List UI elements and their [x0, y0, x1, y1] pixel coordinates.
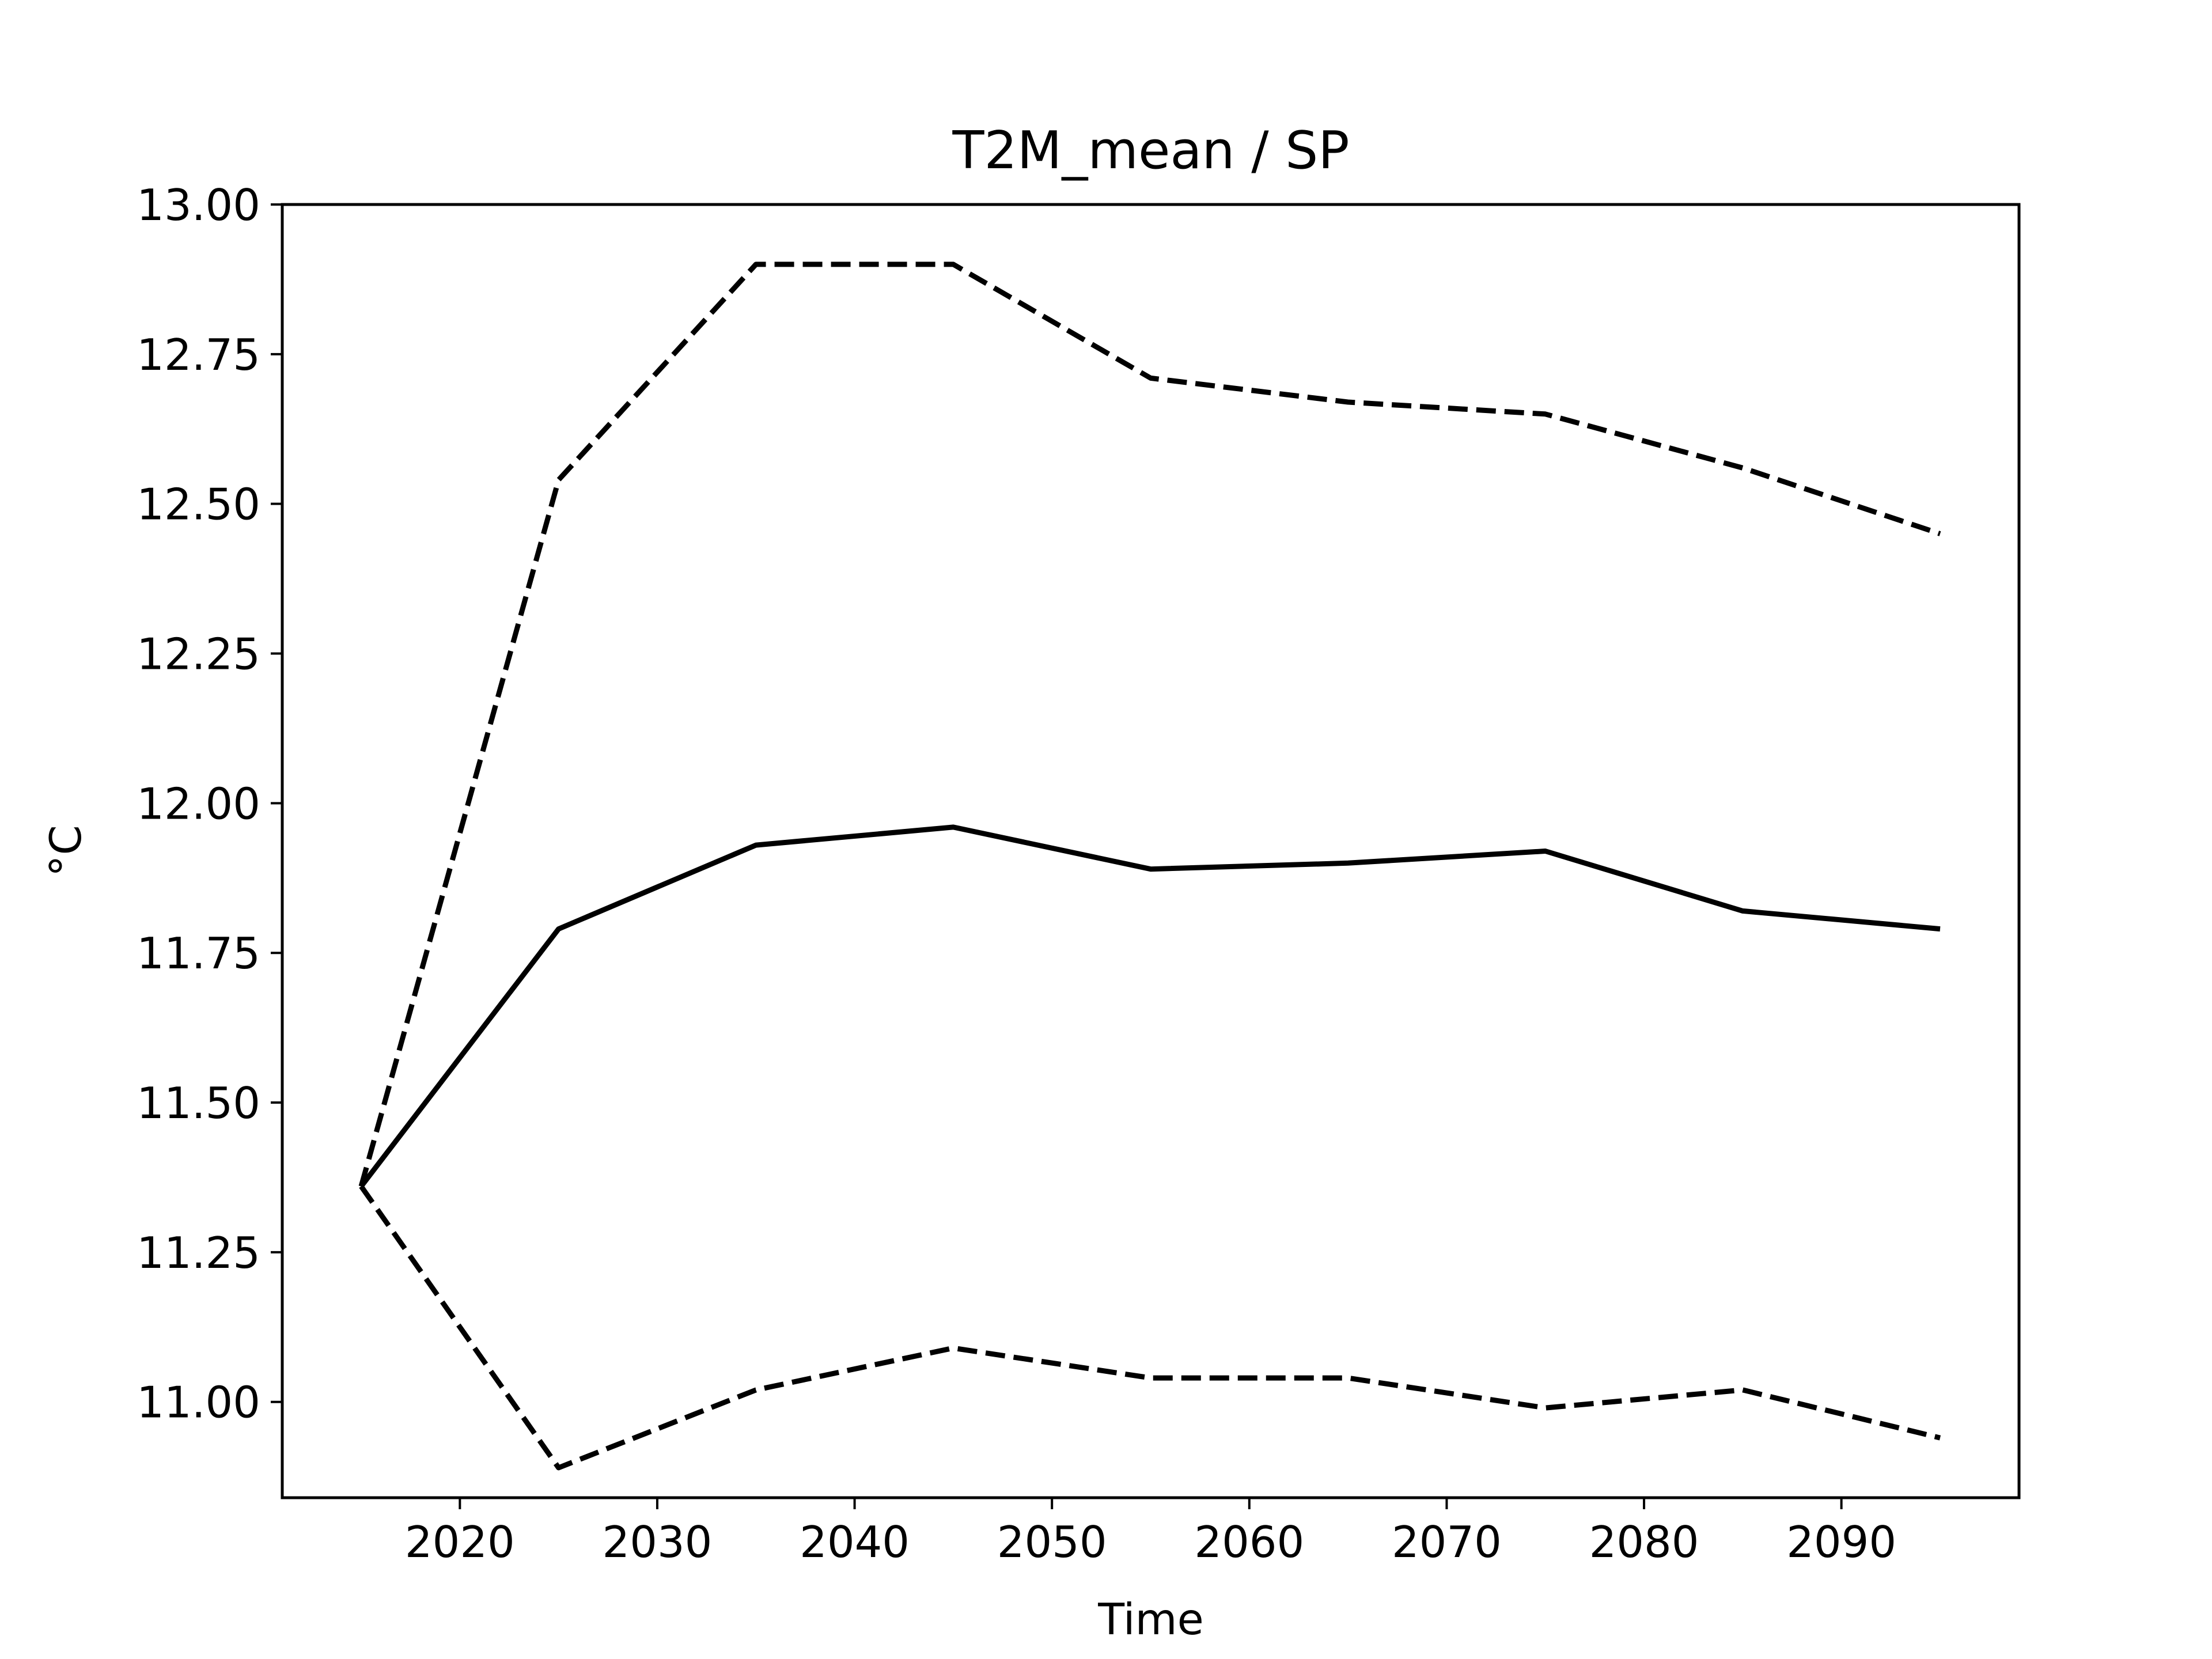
y-tick-label: 13.00 — [137, 180, 260, 230]
x-tick-label: 2080 — [1589, 1517, 1699, 1567]
y-tick-label: 12.00 — [137, 778, 260, 829]
x-tick-label: 2090 — [1786, 1517, 1896, 1567]
plot-frame — [281, 203, 2021, 1499]
y-tick-label: 11.25 — [137, 1228, 260, 1278]
x-axis-label: Time — [1097, 1594, 1204, 1645]
y-tick-label: 11.50 — [137, 1078, 260, 1128]
series-line-3 — [359, 1184, 1941, 1471]
x-tick-label: 2060 — [1194, 1517, 1304, 1567]
x-tick-label: 2020 — [405, 1517, 515, 1567]
x-axis: 2020 2030 2040 2050 2060 2070 2080 2090 — [405, 1498, 1896, 1567]
y-axis-label: °C — [40, 825, 91, 877]
x-tick-label: 2050 — [997, 1517, 1107, 1567]
y-tick-label: 12.75 — [137, 329, 260, 380]
series-line-2 — [358, 262, 1941, 1187]
x-tick-label: 2040 — [800, 1517, 910, 1567]
chart-title: T2M_mean / SP — [952, 120, 1349, 181]
x-tick-label: 2030 — [603, 1517, 713, 1567]
y-axis: 11.00 11.25 11.50 11.75 12.00 12.25 12.50 12.75… — [137, 180, 282, 1428]
series-line-1 — [359, 824, 1941, 1188]
series-layer — [358, 262, 1941, 1471]
y-tick-label: 11.00 — [137, 1377, 260, 1428]
y-tick-label: 11.75 — [137, 928, 260, 979]
y-tick-label: 12.25 — [137, 629, 260, 680]
x-tick-label: 2070 — [1392, 1517, 1502, 1567]
y-tick-label: 12.50 — [137, 479, 260, 530]
